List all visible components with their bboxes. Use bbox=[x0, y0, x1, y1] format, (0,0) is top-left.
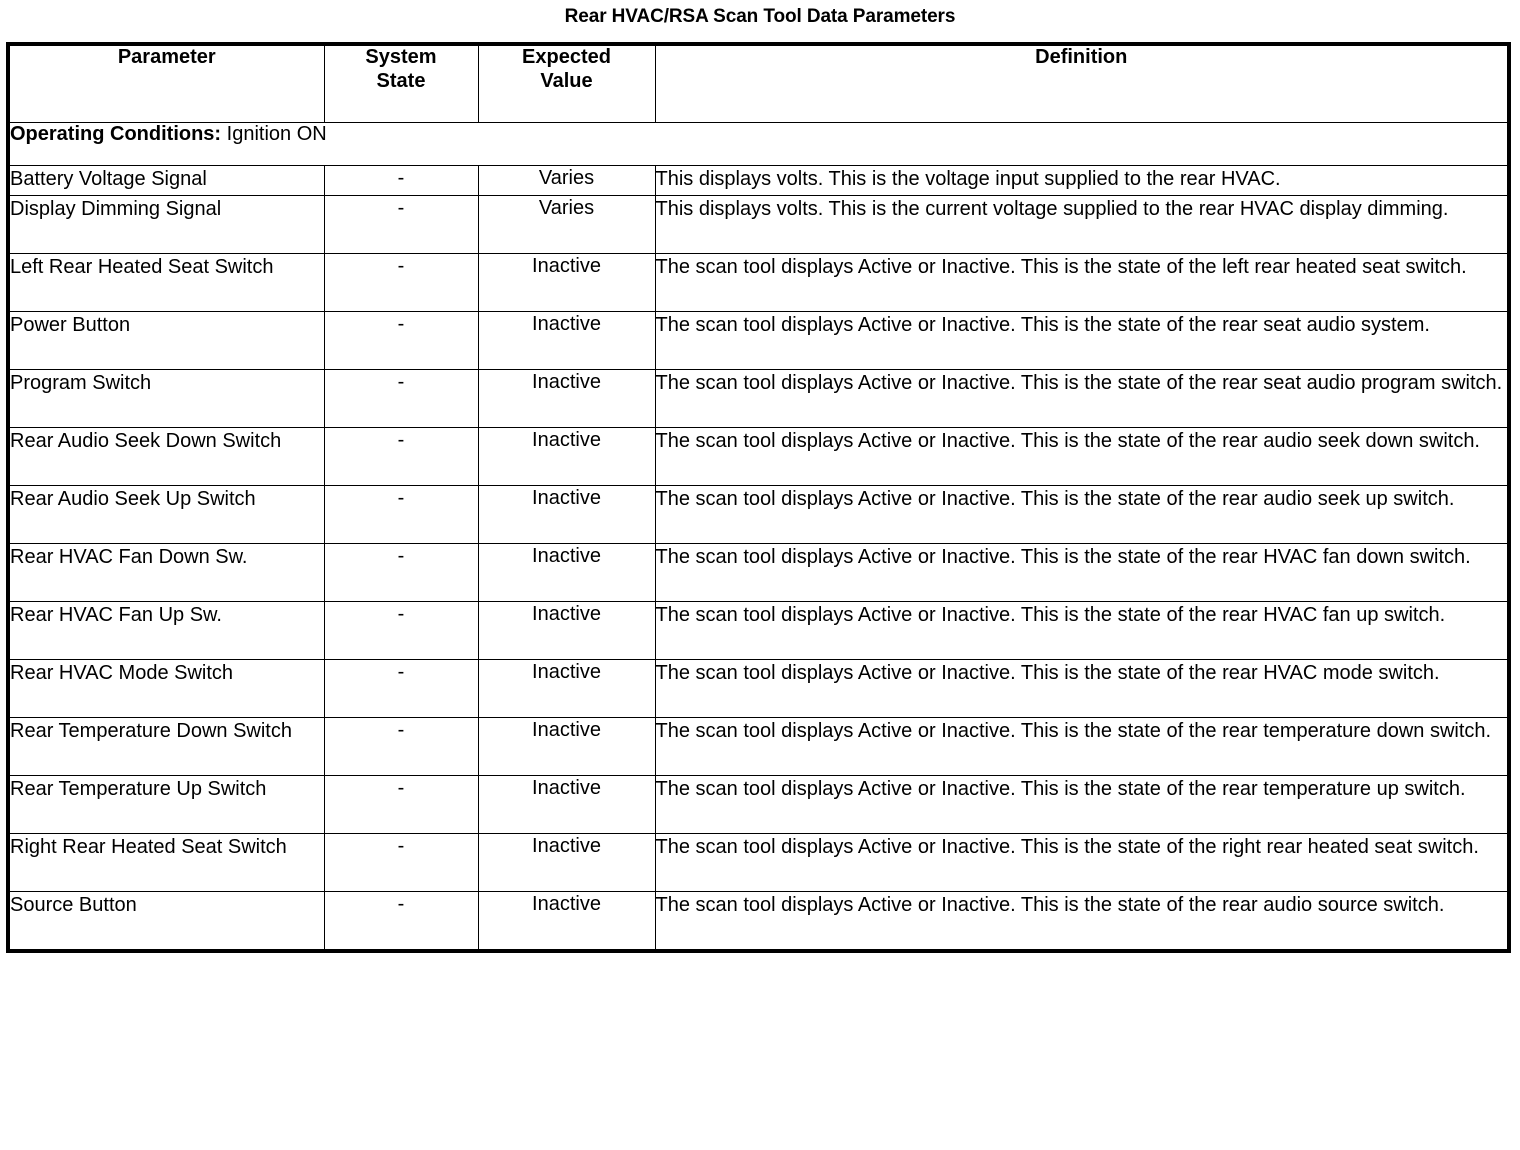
cell-parameter: Rear HVAC Fan Down Sw. bbox=[7, 543, 325, 602]
column-header-system-state: System State bbox=[323, 43, 479, 123]
column-header-system-state-line2: State bbox=[376, 69, 426, 92]
cell-definition: This displays volts. This is the voltage… bbox=[654, 165, 1510, 196]
table-row: Source Button - Inactive The scan tool disp… bbox=[7, 891, 1510, 952]
cell-expected-value: Inactive bbox=[477, 253, 656, 312]
cell-parameter: Left Rear Heated Seat Switch bbox=[7, 253, 325, 312]
cell-expected-value: Inactive bbox=[477, 833, 656, 892]
cell-expected-value: Varies bbox=[477, 165, 656, 196]
column-header-expected-value: Expected Value bbox=[477, 43, 656, 123]
table-row: Battery Voltage Signal - Varies This displa… bbox=[7, 165, 1510, 196]
column-header-system-state-line1: System bbox=[365, 46, 437, 68]
table-row: Power Button - Inactive The scan tool displ… bbox=[7, 311, 1510, 370]
table-row: Rear Audio Seek Up Switch - Inactive The sc… bbox=[7, 485, 1510, 544]
cell-parameter: Rear Audio Seek Up Switch bbox=[7, 485, 325, 544]
operating-conditions-cell: Operating Conditions: Ignition ON bbox=[7, 122, 1510, 166]
cell-definition: The scan tool displays Active or Inactiv… bbox=[654, 311, 1510, 370]
cell-system-state: - bbox=[323, 369, 479, 428]
table-row: Right Rear Heated Seat Switch - Inactive Th… bbox=[7, 833, 1510, 892]
cell-system-state: - bbox=[323, 659, 479, 718]
table-row: Rear HVAC Fan Down Sw. - Inactive The scan … bbox=[7, 543, 1510, 602]
operating-conditions-row: Operating Conditions: Ignition ON bbox=[7, 122, 1510, 166]
cell-system-state: - bbox=[323, 195, 479, 254]
column-header-expected-value-line2: Value bbox=[540, 69, 593, 92]
cell-system-state: - bbox=[323, 891, 479, 952]
cell-system-state: - bbox=[323, 833, 479, 892]
cell-expected-value: Inactive bbox=[477, 717, 656, 776]
cell-expected-value: Inactive bbox=[477, 311, 656, 370]
table-body: Operating Conditions: Ignition ON Batter… bbox=[7, 122, 1510, 952]
cell-definition: This displays volts. This is the current… bbox=[654, 195, 1510, 254]
cell-expected-value: Inactive bbox=[477, 775, 656, 834]
cell-system-state: - bbox=[323, 427, 479, 486]
cell-expected-value: Varies bbox=[477, 195, 656, 254]
parameters-table-container: Parameter System State Expected Value De… bbox=[6, 42, 1511, 953]
column-header-expected-value-line1: Expected bbox=[522, 46, 611, 68]
table-row: Display Dimming Signal - Varies This displa… bbox=[7, 195, 1510, 254]
cell-parameter: Battery Voltage Signal bbox=[7, 165, 325, 196]
cell-definition: The scan tool displays Active or Inactiv… bbox=[654, 717, 1510, 776]
cell-system-state: - bbox=[323, 485, 479, 544]
operating-conditions-label: Operating Conditions: bbox=[10, 123, 222, 145]
operating-conditions-value: Ignition ON bbox=[226, 123, 327, 145]
table-row: Rear HVAC Mode Switch - Inactive The scan t… bbox=[7, 659, 1510, 718]
cell-definition: The scan tool displays Active or Inactiv… bbox=[654, 601, 1510, 660]
column-header-parameter: Parameter bbox=[7, 43, 325, 123]
cell-parameter: Rear HVAC Fan Up Sw. bbox=[7, 601, 325, 660]
cell-parameter: Rear Temperature Down Switch bbox=[7, 717, 325, 776]
cell-expected-value: Inactive bbox=[477, 543, 656, 602]
cell-parameter: Rear Temperature Up Switch bbox=[7, 775, 325, 834]
table-row: Rear Temperature Up Switch - Inactive The s… bbox=[7, 775, 1510, 834]
scan-tool-parameters-table: Parameter System State Expected Value De… bbox=[6, 42, 1511, 953]
cell-system-state: - bbox=[323, 165, 479, 196]
cell-definition: The scan tool displays Active or Inactiv… bbox=[654, 253, 1510, 312]
cell-definition: The scan tool displays Active or Inactiv… bbox=[654, 891, 1510, 952]
table-row: Program Switch - Inactive The scan tool dis… bbox=[7, 369, 1510, 428]
cell-definition: The scan tool displays Active or Inactiv… bbox=[654, 775, 1510, 834]
table-row: Rear HVAC Fan Up Sw. - Inactive The scan to… bbox=[7, 601, 1510, 660]
cell-system-state: - bbox=[323, 775, 479, 834]
cell-definition: The scan tool displays Active or Inactiv… bbox=[654, 543, 1510, 602]
cell-definition: The scan tool displays Active or Inactiv… bbox=[654, 427, 1510, 486]
cell-parameter: Display Dimming Signal bbox=[7, 195, 325, 254]
cell-parameter: Right Rear Heated Seat Switch bbox=[7, 833, 325, 892]
cell-parameter: Rear Audio Seek Down Switch bbox=[7, 427, 325, 486]
cell-system-state: - bbox=[323, 253, 479, 312]
cell-parameter: Program Switch bbox=[7, 369, 325, 428]
cell-expected-value: Inactive bbox=[477, 369, 656, 428]
cell-expected-value: Inactive bbox=[477, 427, 656, 486]
cell-definition: The scan tool displays Active or Inactiv… bbox=[654, 485, 1510, 544]
cell-parameter: Rear HVAC Mode Switch bbox=[7, 659, 325, 718]
cell-expected-value: Inactive bbox=[477, 601, 656, 660]
table-row: Rear Temperature Down Switch - Inactive The… bbox=[7, 717, 1510, 776]
table-row: Rear Audio Seek Down Switch - Inactive The … bbox=[7, 427, 1510, 486]
cell-system-state: - bbox=[323, 543, 479, 602]
column-header-definition: Definition bbox=[654, 43, 1510, 123]
cell-system-state: - bbox=[323, 311, 479, 370]
cell-system-state: - bbox=[323, 717, 479, 776]
cell-system-state: - bbox=[323, 601, 479, 660]
table-header-row: Parameter System State Expected Value De… bbox=[7, 43, 1510, 123]
cell-definition: The scan tool displays Active or Inactiv… bbox=[654, 833, 1510, 892]
cell-parameter: Source Button bbox=[7, 891, 325, 952]
cell-definition: The scan tool displays Active or Inactiv… bbox=[654, 369, 1510, 428]
page-title: Rear HVAC/RSA Scan Tool Data Parameters bbox=[564, 6, 956, 27]
cell-definition: The scan tool displays Active or Inactiv… bbox=[654, 659, 1510, 718]
table-header: Parameter System State Expected Value De… bbox=[7, 43, 1510, 123]
cell-expected-value: Inactive bbox=[477, 891, 656, 952]
cell-parameter: Power Button bbox=[7, 311, 325, 370]
cell-expected-value: Inactive bbox=[477, 659, 656, 718]
cell-expected-value: Inactive bbox=[477, 485, 656, 544]
table-row: Left Rear Heated Seat Switch - Inactive The… bbox=[7, 253, 1510, 312]
